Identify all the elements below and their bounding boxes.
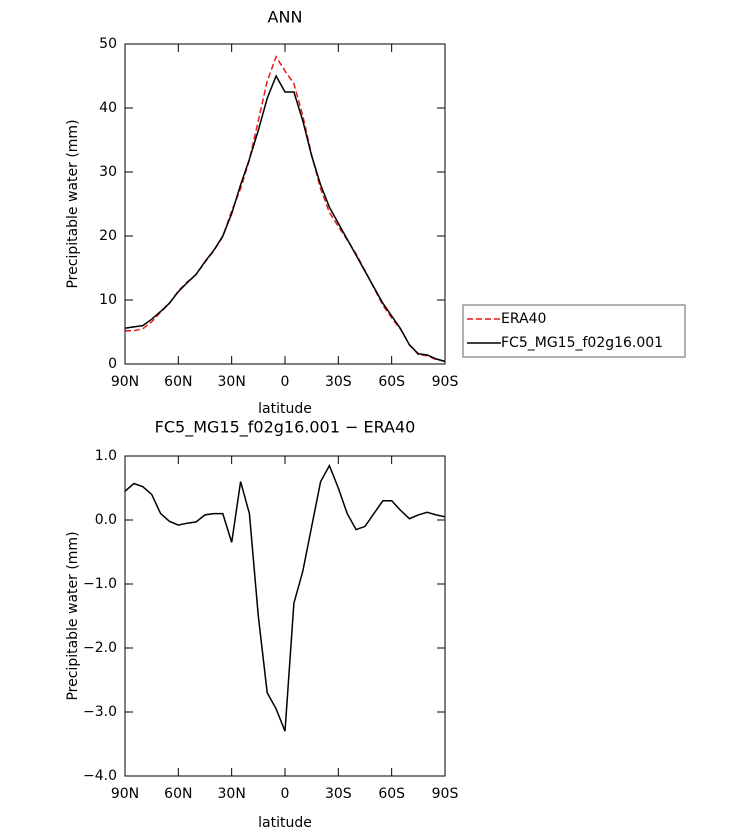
y-axis-label: Precipitable water (mm) [65,119,81,288]
y-tick-label: 40 [99,100,117,116]
y-tick-label: 20 [99,228,117,244]
x-axis-label: latitude [258,401,312,417]
legend-label: ERA40 [501,311,546,327]
data-line [124,463,446,732]
x-tick-label: 0 [281,374,290,390]
x-tick-label: 90S [432,786,459,802]
x-tick-label: 30S [325,374,352,390]
x-tick-label: 60N [164,786,192,802]
chart-title: FC5_MG15_f02g16.001 − ERA40 [155,418,416,438]
y-tick-label: 30 [99,164,117,180]
y-tick-label: 0.0 [95,512,117,528]
data-line [124,74,446,363]
legend-label: FC5_MG15_f02g16.001 [501,335,663,351]
chart-title: ANN [268,8,303,27]
x-tick-label: 90N [111,374,139,390]
y-tick-label: −1.0 [83,576,117,592]
x-tick-label: 90S [432,374,459,390]
y-tick-label: 10 [99,292,117,308]
y-tick-label: 0 [108,356,117,372]
y-tick-label: −4.0 [83,768,117,784]
y-tick-label: 50 [99,36,117,52]
x-tick-label: 60S [378,786,405,802]
y-tick-label: 1.0 [95,448,117,464]
y-axis-label: Precipitable water (mm) [65,531,81,700]
x-tick-label: 0 [281,786,290,802]
x-tick-label: 60S [378,374,405,390]
y-tick-label: −3.0 [83,704,117,720]
x-tick-label: 60N [164,374,192,390]
x-tick-label: 90N [111,786,139,802]
x-axis-label: latitude [258,815,312,831]
data-line [125,55,446,363]
y-tick-label: −2.0 [83,640,117,656]
legend-box [462,304,686,358]
x-tick-label: 30N [218,374,246,390]
x-tick-label: 30S [325,786,352,802]
x-tick-label: 30N [218,786,246,802]
